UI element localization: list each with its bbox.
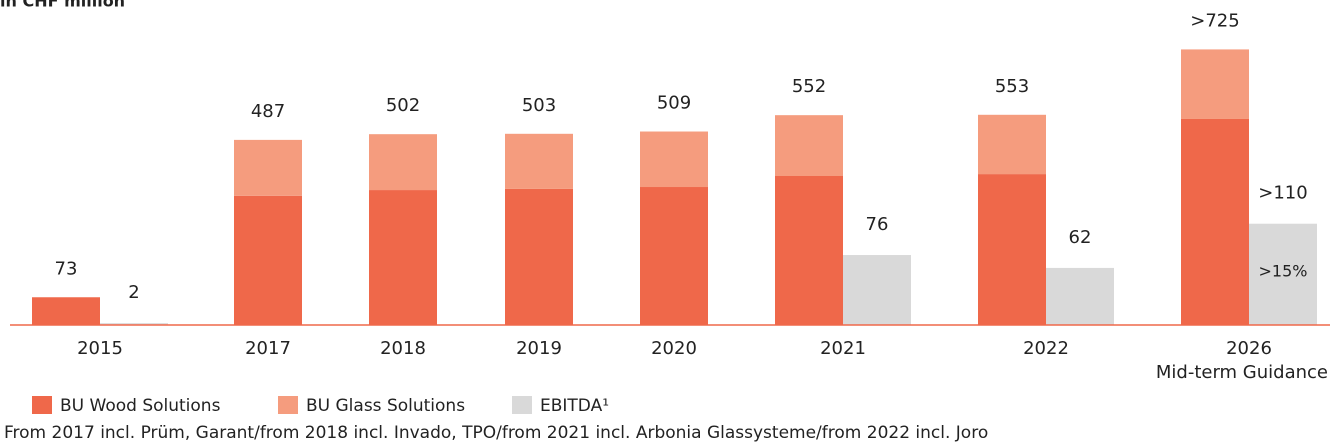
ebitda-bar [843, 255, 911, 325]
ebitda-bar [1249, 223, 1317, 325]
bar-segment [234, 195, 302, 325]
ebitda-label: 76 [866, 214, 889, 235]
x-tick-label: 2015 [77, 338, 123, 359]
bar-segment [32, 297, 100, 325]
legend-label: BU Glass Solutions [306, 396, 465, 416]
total-label: 552 [792, 76, 826, 97]
total-label: >725 [1190, 10, 1239, 31]
x-tick-label: 2022 [1023, 338, 1069, 359]
footnote: From 2017 incl. Prüm, Garant/from 2018 i… [4, 423, 988, 443]
x-tick-label: 2019 [516, 338, 562, 359]
bar-segment [234, 139, 302, 196]
bar-segment [978, 174, 1046, 325]
bar-segment [640, 131, 708, 188]
category-note: Mid-term Guidance [1156, 362, 1328, 383]
total-label: 553 [995, 76, 1029, 97]
bar-segment [640, 187, 708, 325]
bar-segment [978, 114, 1046, 175]
total-label: 487 [251, 101, 285, 122]
ebitda-bar [1046, 267, 1114, 325]
bar-segment [505, 133, 573, 189]
bar-segment [775, 175, 843, 325]
bar-segment [369, 190, 437, 325]
total-label: 503 [522, 95, 556, 116]
total-label: 502 [386, 95, 420, 116]
legend-swatch [278, 396, 298, 414]
annotation: >15% [1259, 262, 1308, 281]
legend-label: EBITDA¹ [540, 396, 609, 416]
legend-swatch [32, 396, 52, 414]
x-tick-label: 2026 [1226, 338, 1272, 359]
x-tick-label: 2020 [651, 338, 697, 359]
ebitda-label: 62 [1069, 227, 1092, 248]
bar-segment [369, 134, 437, 191]
ebitda-label: >110 [1258, 183, 1307, 204]
bar-segment [1181, 118, 1249, 325]
chart-title: in CHF million [0, 0, 125, 11]
legend-label: BU Wood Solutions [60, 396, 221, 416]
total-label: 509 [657, 93, 691, 114]
x-tick-label: 2018 [380, 338, 426, 359]
bar-segment [775, 115, 843, 176]
x-tick-label: 2021 [820, 338, 866, 359]
bar-segment [1181, 49, 1249, 119]
ebitda-bar [100, 323, 168, 325]
x-tick-label: 2017 [245, 338, 291, 359]
total-label: 73 [55, 258, 78, 279]
ebitda-label: 2 [128, 282, 139, 303]
bar-segment [505, 188, 573, 325]
legend-swatch [512, 396, 532, 414]
